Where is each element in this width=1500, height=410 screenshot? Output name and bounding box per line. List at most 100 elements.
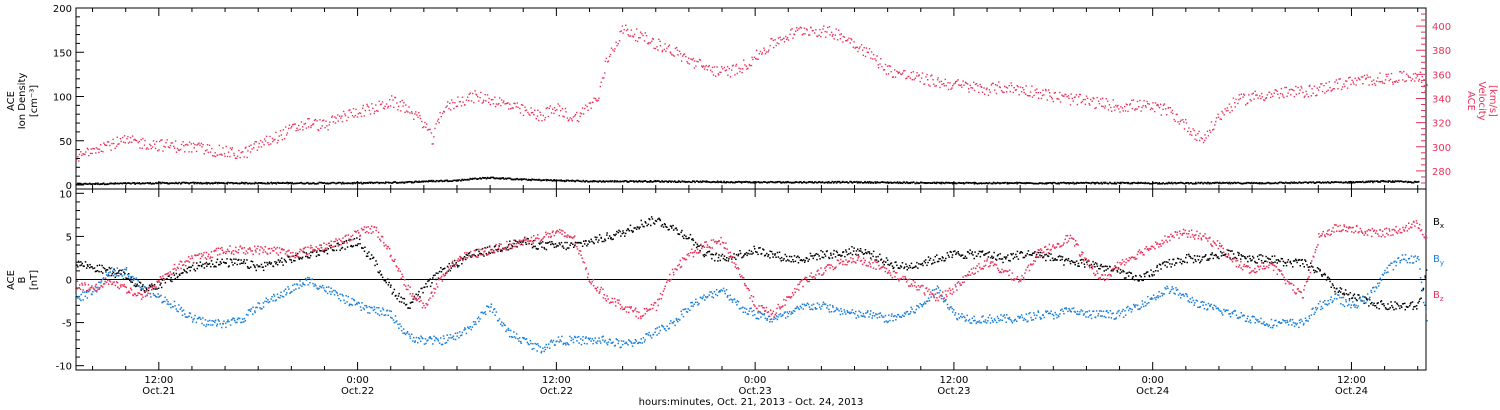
ion-density-point [187, 182, 189, 184]
ion-density-point [1347, 182, 1349, 184]
bx-point [1395, 308, 1397, 310]
ion-density-point [288, 182, 291, 184]
by-point [597, 340, 599, 342]
velocity-point [1210, 121, 1213, 123]
ion-density-point [634, 180, 636, 183]
ion-density-point [445, 179, 447, 182]
ion-density-point [691, 181, 693, 184]
ion-density-point [495, 177, 498, 179]
velocity-point [546, 107, 549, 109]
ion-density-point [1337, 181, 1340, 183]
ion-density-point [1244, 182, 1246, 184]
velocity-point [781, 38, 784, 41]
velocity-point [1207, 135, 1210, 137]
bx-point [183, 270, 186, 272]
velocity-point [1069, 104, 1072, 106]
velocity-point [541, 120, 543, 122]
bx-point [1374, 305, 1377, 307]
ion-density-point [1161, 182, 1163, 185]
ion-density-point [476, 178, 479, 180]
bx-point [1246, 255, 1249, 258]
velocity-point [796, 29, 799, 31]
by-point [754, 313, 756, 316]
by-point [265, 297, 267, 299]
velocity-point [495, 103, 498, 105]
bx-point [1269, 258, 1272, 260]
by-point [350, 303, 352, 306]
by-point [446, 334, 448, 336]
bx-point [1329, 280, 1331, 283]
bx-point [990, 257, 992, 259]
ion-density-point [969, 182, 972, 184]
bx-point [91, 266, 93, 268]
bx-point [648, 218, 650, 220]
bx-point [1366, 298, 1369, 301]
by-point [398, 327, 400, 329]
bx-point [1413, 306, 1415, 308]
ion-density-point [542, 179, 545, 181]
by-point [664, 328, 666, 330]
by-point [702, 296, 704, 298]
ion-density-point [1318, 181, 1321, 184]
bx-point [1156, 266, 1158, 269]
by-point [451, 336, 454, 339]
bx-point [447, 270, 449, 272]
velocity-point [647, 42, 649, 45]
by-point [310, 278, 312, 281]
ion-density-point [1253, 181, 1255, 184]
velocity-point [283, 138, 286, 140]
ion-density-point [1002, 182, 1004, 184]
by-point [435, 336, 437, 339]
by-point [417, 337, 420, 339]
bx-point [174, 277, 176, 280]
bx-point [280, 257, 283, 259]
velocity-point [1049, 95, 1051, 97]
by-point [88, 290, 90, 293]
velocity-point [144, 139, 146, 142]
by-point [729, 294, 731, 296]
by-point [207, 323, 210, 326]
velocity-point [239, 157, 241, 159]
by-point [494, 314, 496, 316]
velocity-point [247, 150, 249, 152]
bx-point [1424, 277, 1427, 279]
velocity-point [527, 111, 529, 114]
bx-point [672, 224, 674, 227]
ion-density-point [259, 182, 262, 184]
velocity-point [164, 146, 166, 148]
ion-density-point [1195, 182, 1198, 185]
by-point [493, 308, 495, 311]
velocity-point [744, 64, 746, 66]
by-point [126, 273, 129, 276]
ion-density-point [497, 177, 499, 180]
bx-point [1251, 259, 1253, 261]
velocity-point [280, 134, 282, 136]
bx-point [537, 248, 539, 250]
velocity-point [1019, 86, 1022, 88]
bx-point [610, 237, 612, 240]
by-point [109, 271, 111, 273]
velocity-point [649, 42, 652, 44]
ion-density-point [326, 182, 328, 184]
ion-density-point [461, 178, 463, 181]
ion-density-point [861, 182, 864, 184]
ion-density-point [1415, 181, 1418, 183]
ion-density-point [759, 181, 761, 184]
velocity-point [1261, 96, 1263, 98]
velocity-point [1401, 72, 1403, 74]
velocity-point [419, 117, 422, 120]
ion-density-point [1094, 182, 1096, 184]
by-point [482, 312, 484, 315]
velocity-point [1002, 91, 1004, 93]
ion-density-point [571, 179, 574, 182]
by-point [236, 321, 238, 324]
ion-density-point [882, 181, 884, 184]
bx-point [448, 262, 450, 265]
ion-density-point [123, 182, 125, 184]
velocity-point [244, 147, 247, 149]
velocity-point [1261, 92, 1263, 95]
bx-point [981, 251, 983, 253]
bx-point [886, 259, 889, 261]
velocity-point [77, 155, 79, 158]
by-point [459, 331, 461, 333]
